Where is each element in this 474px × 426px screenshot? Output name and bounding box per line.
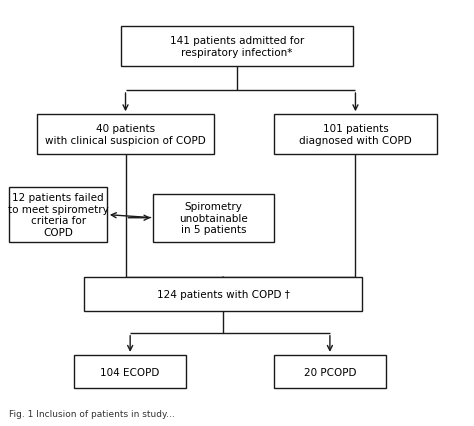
Text: Spirometry
unobtainable
in 5 patients: Spirometry unobtainable in 5 patients [179,201,248,235]
FancyBboxPatch shape [274,115,437,155]
FancyBboxPatch shape [84,278,363,311]
Text: 40 patients
with clinical suspicion of COPD: 40 patients with clinical suspicion of C… [45,124,206,146]
Text: Fig. 1 Inclusion of patients in study...: Fig. 1 Inclusion of patients in study... [9,409,175,417]
FancyBboxPatch shape [274,355,386,389]
FancyBboxPatch shape [9,188,107,242]
FancyBboxPatch shape [154,194,274,242]
Text: 124 patients with COPD †: 124 patients with COPD † [156,289,290,299]
Text: 101 patients
diagnosed with COPD: 101 patients diagnosed with COPD [299,124,412,146]
FancyBboxPatch shape [37,115,214,155]
FancyBboxPatch shape [74,355,186,389]
Text: 12 patients failed
to meet spirometry
criteria for
COPD: 12 patients failed to meet spirometry cr… [8,193,109,237]
Text: 141 patients admitted for
respiratory infection*: 141 patients admitted for respiratory in… [170,36,304,58]
Text: 20 PCOPD: 20 PCOPD [304,367,356,377]
Text: 104 ECOPD: 104 ECOPD [100,367,160,377]
FancyBboxPatch shape [121,27,353,67]
